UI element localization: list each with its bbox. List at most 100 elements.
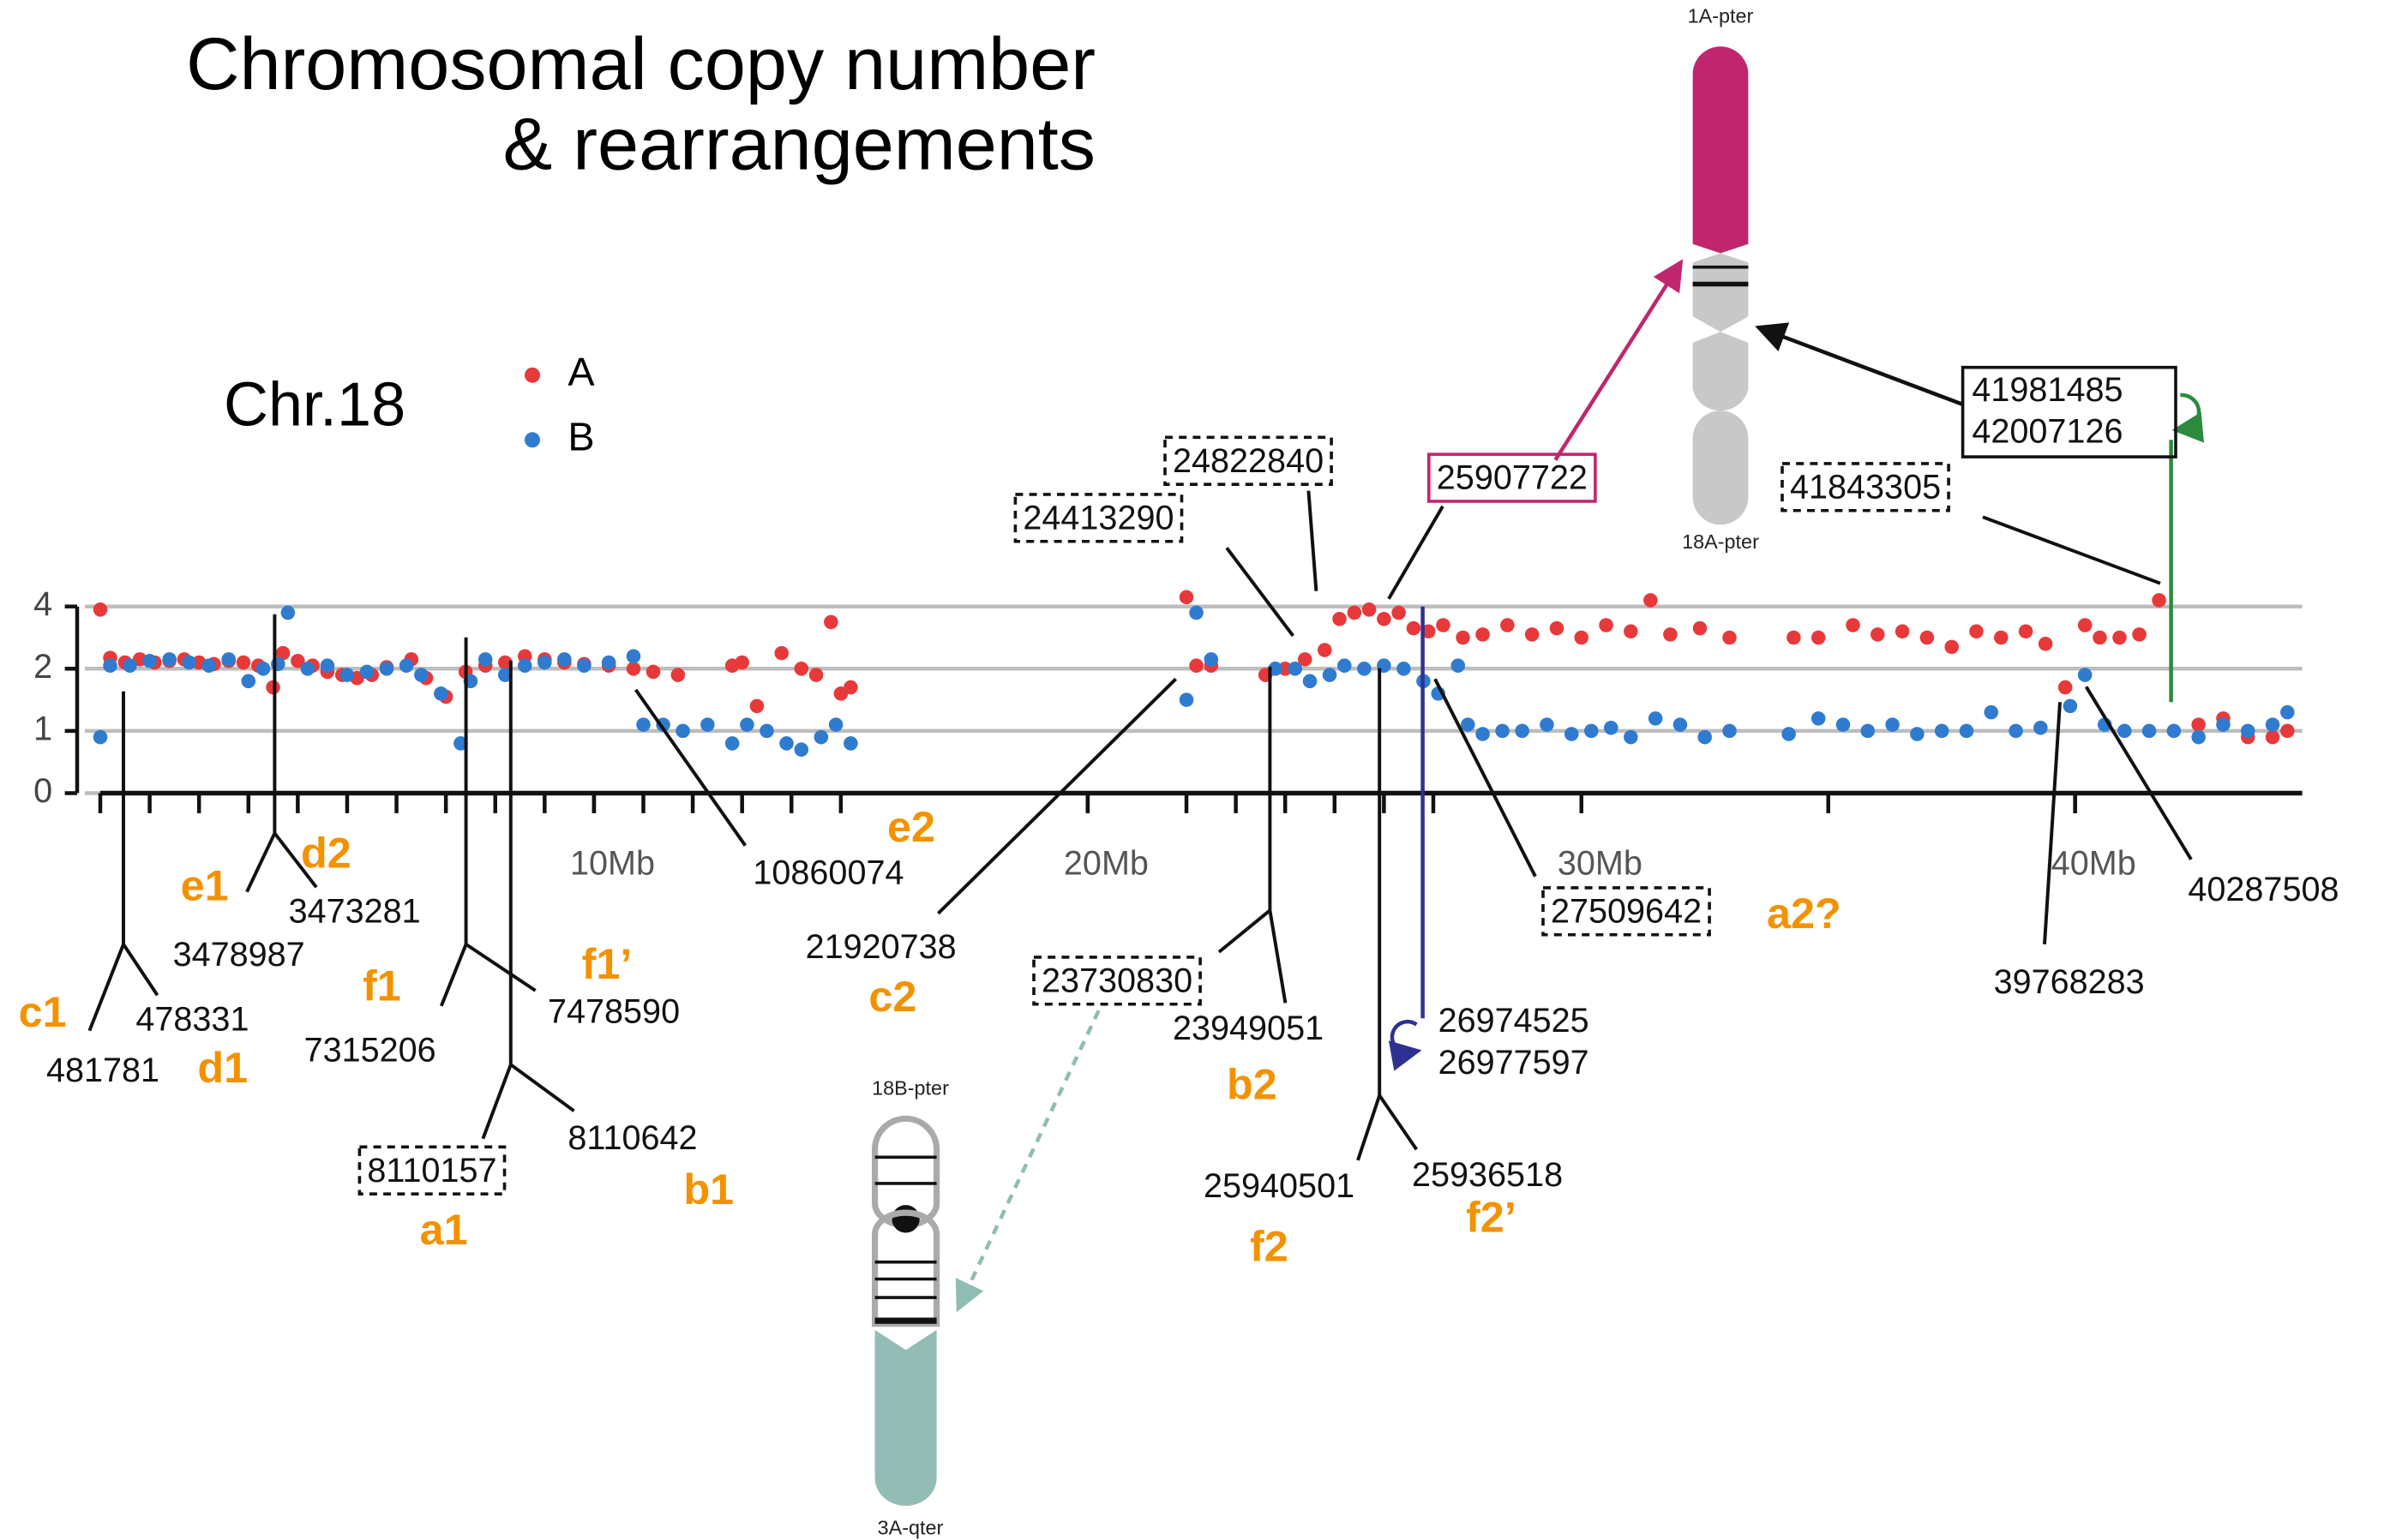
point [1475, 727, 1490, 741]
point [1189, 605, 1204, 620]
breakpoint: 40287508 [2188, 871, 2339, 908]
point [241, 674, 256, 689]
breakpoint: 24822840 [1173, 442, 1324, 480]
point [1461, 717, 1475, 732]
point [1436, 618, 1450, 632]
point [760, 723, 774, 739]
point [1515, 723, 1529, 739]
point [626, 662, 641, 676]
label-box [1163, 435, 1333, 486]
point [824, 614, 838, 630]
x-tick-label: 20Mb [1064, 845, 1149, 883]
plot-area: 0 1 2 4 10Mb 20Mb 30Mb 40Mb [33, 585, 2303, 883]
point [1697, 729, 1713, 745]
point [1984, 704, 1999, 720]
point [2112, 630, 2127, 645]
point [1663, 627, 1678, 642]
point [1910, 727, 1925, 741]
legend: AB [525, 350, 595, 459]
legend-marker [525, 367, 540, 383]
point [1377, 611, 1391, 626]
point [453, 736, 468, 751]
point [1648, 711, 1663, 726]
point [2141, 723, 2157, 739]
point [2093, 630, 2107, 645]
point [2077, 618, 2093, 632]
point [1475, 627, 1490, 642]
ideogram-label: 1A-pter [1688, 4, 1754, 27]
leader-lines [87, 259, 2205, 1313]
point [1786, 630, 1801, 645]
breakpoint: 478331 [135, 1000, 249, 1038]
y-tick-label: 2 [33, 648, 52, 686]
point [794, 742, 809, 757]
point [1934, 723, 1949, 739]
point [2132, 627, 2147, 642]
breakpoint: 41843305 [1790, 468, 1941, 506]
point [1302, 674, 1318, 689]
point [201, 658, 216, 673]
breakpoint: 21920738 [806, 928, 957, 966]
point [2152, 593, 2166, 608]
legend-marker [525, 432, 540, 448]
point [1268, 662, 1282, 676]
point [626, 649, 641, 664]
point [434, 686, 448, 701]
point [1624, 624, 1638, 639]
point [808, 668, 824, 682]
point [1564, 727, 1579, 741]
breakpoint: 23730830 [1042, 962, 1192, 999]
y-tick-label: 4 [33, 585, 52, 623]
breakpoint-label: f2’ [1466, 1192, 1516, 1241]
point [103, 658, 117, 673]
point [320, 658, 335, 673]
breakpoint: 25907722 [1437, 459, 1588, 497]
point [844, 680, 858, 695]
x-tick-label: 30Mb [1558, 845, 1642, 883]
ideogram [872, 1115, 940, 1507]
y-tick-label: 1 [33, 710, 52, 747]
point [1722, 723, 1737, 739]
breakpoint: 7315206 [304, 1031, 436, 1069]
point [2057, 680, 2073, 695]
point [1337, 658, 1352, 673]
chart-title: & rearrangements [503, 104, 1096, 186]
label-box [1541, 886, 1711, 937]
point [1189, 658, 1204, 673]
point [814, 729, 829, 745]
breakpoint-label: f1’ [582, 939, 633, 988]
point [142, 653, 157, 668]
point [1672, 717, 1688, 732]
point [1347, 605, 1362, 620]
point [221, 652, 237, 667]
breakpoint-label: d1 [197, 1043, 248, 1092]
point [577, 658, 591, 673]
point [2018, 624, 2033, 639]
point [2009, 723, 2023, 739]
point [1391, 605, 1406, 620]
point [1781, 727, 1796, 741]
breakpoint: 10860074 [753, 854, 904, 891]
breakpoint-label: f1 [363, 961, 401, 1010]
point [2117, 723, 2132, 739]
point [1277, 662, 1293, 676]
point [1317, 643, 1332, 657]
point [182, 655, 196, 670]
point [2191, 729, 2206, 745]
legend-label: A [567, 350, 595, 394]
point [779, 736, 794, 751]
point [557, 652, 572, 667]
point [1179, 590, 1194, 605]
point [1396, 662, 1411, 676]
breakpoint: 23949051 [1173, 1010, 1324, 1047]
point [1322, 668, 1337, 682]
breakpoint-label: b2 [1227, 1060, 1277, 1109]
point [537, 655, 552, 670]
point [1540, 717, 1554, 732]
point [794, 662, 809, 676]
ideogram [1692, 46, 1749, 525]
point [2038, 636, 2053, 651]
point [1500, 618, 1515, 632]
point [93, 602, 108, 617]
